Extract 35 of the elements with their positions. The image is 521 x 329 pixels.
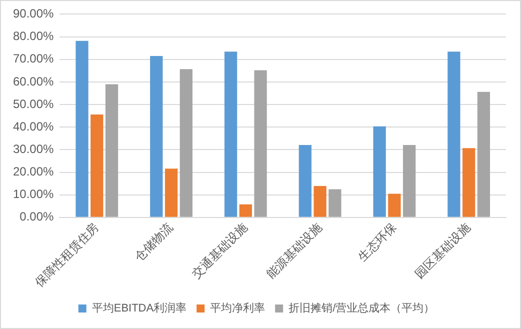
x-tick-label: 能源基础设施 xyxy=(264,220,325,281)
y-tick-label: 70.00% xyxy=(12,52,54,66)
bar xyxy=(164,168,178,217)
bar xyxy=(373,126,386,217)
x-tick-label: 生态环保 xyxy=(355,220,399,264)
y-tick-label: 90.00% xyxy=(12,6,54,21)
bar xyxy=(477,92,490,217)
bar xyxy=(402,144,416,217)
bar xyxy=(224,52,238,217)
bar xyxy=(180,69,192,217)
bar xyxy=(90,114,104,217)
bar xyxy=(462,148,476,217)
x-tick-label: 交通基础设施 xyxy=(189,220,250,281)
legend-label: 平均净利率 xyxy=(210,302,266,315)
bar xyxy=(298,144,312,217)
bar xyxy=(328,189,342,217)
bar xyxy=(388,194,401,217)
legend-label: 平均EBITDA利润率 xyxy=(92,302,187,315)
y-tick-label: 40.00% xyxy=(12,119,54,134)
bar xyxy=(448,52,460,217)
y-tick-label: 50.00% xyxy=(12,96,54,111)
y-tick-label: 60.00% xyxy=(12,74,54,88)
bar xyxy=(254,70,267,217)
x-tick-label: 仓储物流 xyxy=(132,220,176,264)
bar xyxy=(239,204,252,217)
legend-label: 折旧摊销/营业总成本（平均） xyxy=(288,302,435,315)
y-tick-label: 20.00% xyxy=(12,164,54,179)
x-tick-label: 园区基础设施 xyxy=(412,220,474,281)
bar xyxy=(105,84,118,217)
y-tick-label: 80.00% xyxy=(12,29,54,44)
bar xyxy=(76,40,88,217)
y-tick-label: 10.00% xyxy=(12,187,54,202)
y-tick-label: 30.00% xyxy=(12,142,54,156)
bar xyxy=(314,186,326,217)
bar xyxy=(150,56,163,217)
